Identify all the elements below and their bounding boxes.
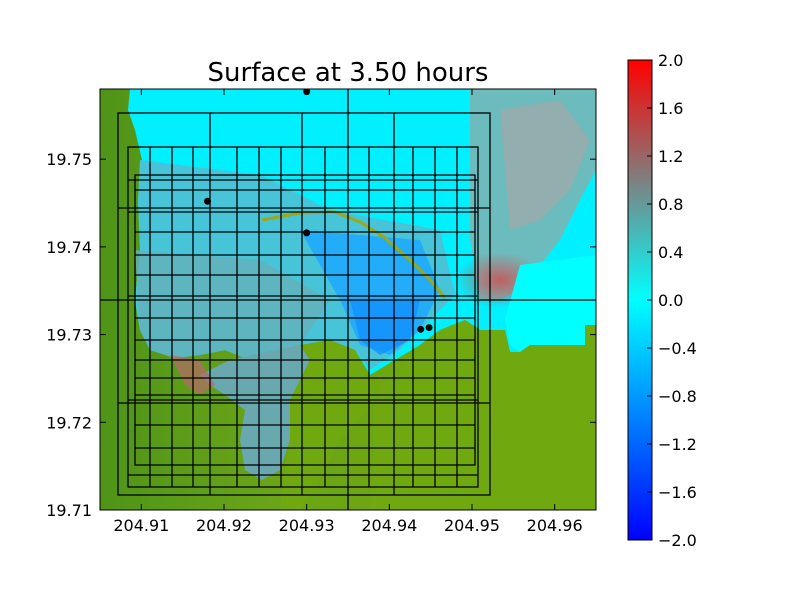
y-tick-label: 19.73 bbox=[46, 326, 92, 345]
x-tick-label: 204.92 bbox=[196, 516, 252, 535]
southern-inlet bbox=[200, 345, 310, 480]
axes-frame bbox=[99, 88, 597, 511]
colorbar-tick-label: −0.8 bbox=[658, 387, 697, 406]
colorbar-tick-label: 0.0 bbox=[658, 291, 683, 310]
colorbar-ticks: 2.0 1.6 1.2 0.8 0.4 0.0 −0.4 −0.8 −1.2 −1.6 −2.0 bbox=[647, 51, 697, 550]
x-tick-label: 204.95 bbox=[444, 516, 500, 535]
x-tick-label: 204.96 bbox=[527, 516, 583, 535]
colorbar-tick-label: 0.4 bbox=[658, 243, 683, 262]
x-tick-label: 204.94 bbox=[361, 516, 417, 535]
eastern-headland bbox=[370, 320, 596, 510]
colorbar-tick-label: −1.2 bbox=[658, 435, 697, 454]
sand-bar bbox=[261, 210, 447, 299]
y-tick-label: 19.74 bbox=[46, 238, 92, 257]
colorbar-tick-label: 2.0 bbox=[658, 51, 683, 70]
chart-title: Surface at 3.50 hours bbox=[208, 58, 489, 88]
colorbar-tick-label: 0.8 bbox=[658, 195, 683, 214]
gauge-marker bbox=[417, 325, 425, 333]
y-tick-label: 19.71 bbox=[46, 501, 92, 520]
y-axis: 19.71 19.72 19.73 19.74 19.75 bbox=[46, 150, 596, 520]
gauge-marker bbox=[303, 229, 311, 237]
x-axis: 204.91 204.92 204.93 204.94 204.95 204.96 bbox=[113, 89, 583, 535]
y-tick-label: 19.72 bbox=[46, 413, 92, 432]
colorbar-tick-label: 1.6 bbox=[658, 99, 683, 118]
cyan-east-shelf bbox=[505, 255, 596, 352]
colorbar-tick-label: −1.6 bbox=[658, 483, 697, 502]
y-tick-label: 19.75 bbox=[46, 150, 92, 169]
colorbar-tick-label: −0.4 bbox=[658, 339, 697, 358]
x-tick-label: 204.91 bbox=[113, 516, 169, 535]
grid-lines bbox=[100, 89, 596, 510]
bay-darker-blue bbox=[350, 300, 420, 355]
positive-surface-patch bbox=[500, 100, 590, 230]
plot-area bbox=[100, 89, 596, 510]
gauge-marker bbox=[203, 197, 211, 205]
colorbar-tick-label: 1.2 bbox=[658, 147, 683, 166]
colorbar-tick-label: −2.0 bbox=[658, 531, 697, 550]
x-tick-label: 204.93 bbox=[279, 516, 335, 535]
gauge-marker bbox=[425, 324, 433, 332]
